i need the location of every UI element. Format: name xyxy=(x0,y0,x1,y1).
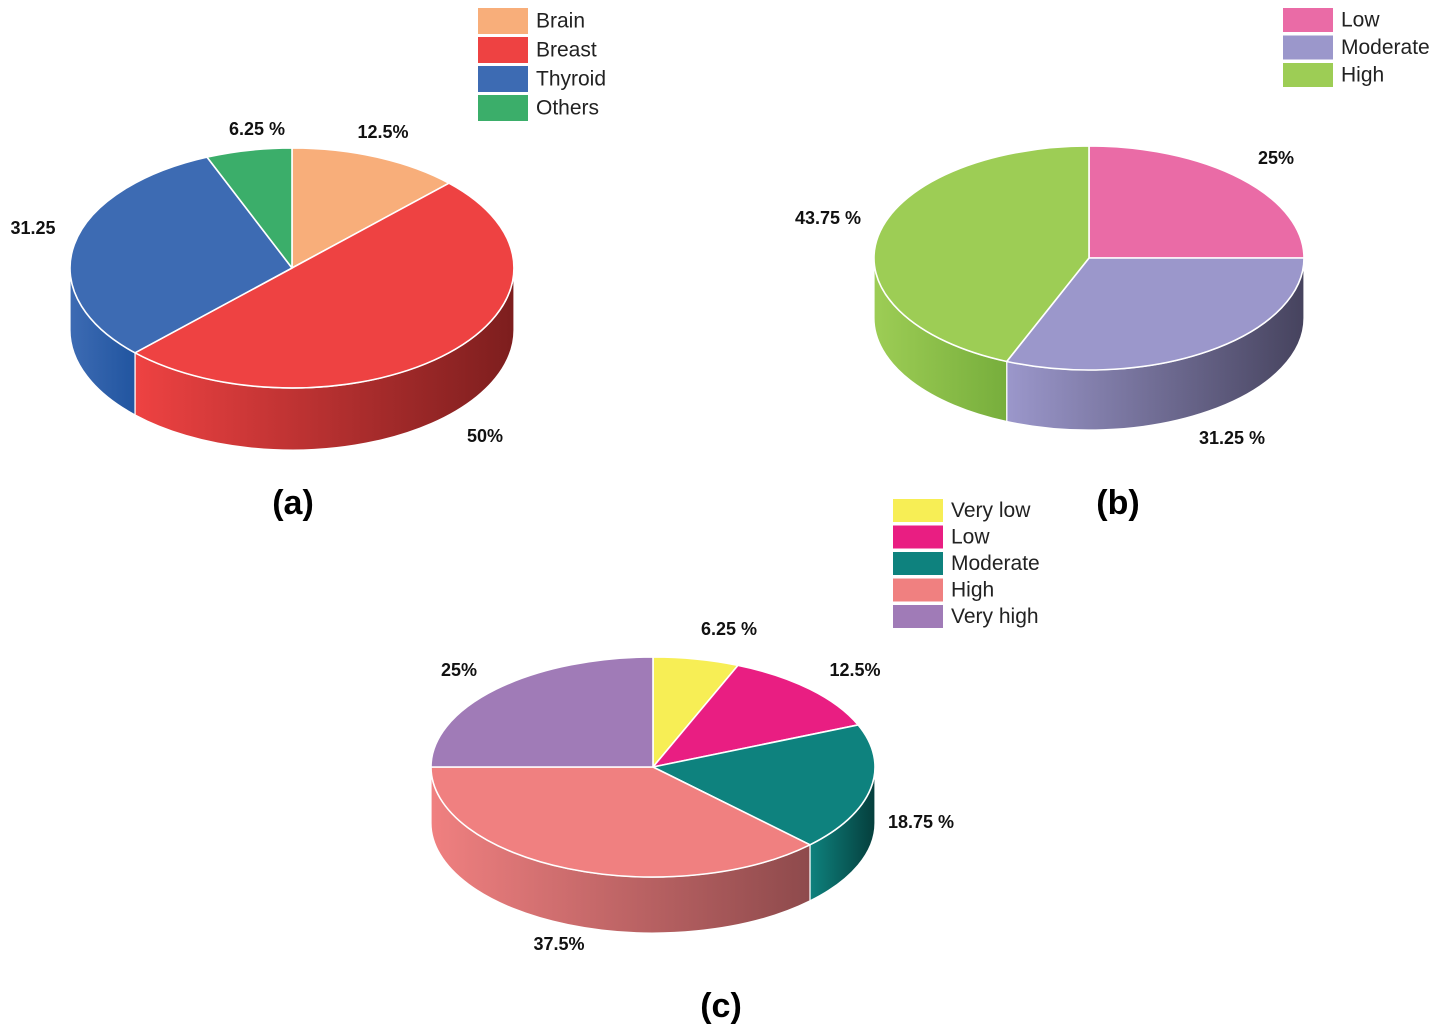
legend-swatch-low xyxy=(893,525,943,549)
pie-top xyxy=(873,145,1305,371)
legend-label-moderate: Moderate xyxy=(951,552,1040,575)
panel-label: (a) xyxy=(272,484,314,522)
value-label-high: 37.5% xyxy=(533,934,584,954)
legend-swatch-high xyxy=(1283,63,1333,87)
slice-thyroid xyxy=(69,156,293,354)
slice-very-high xyxy=(430,656,654,768)
legend-swatch-very-high xyxy=(893,605,943,628)
panel-label: (b) xyxy=(1096,484,1139,522)
slice-others xyxy=(206,147,293,269)
chart-b: 25% 31.25 % 43.75 % Low Moderate High (b) xyxy=(795,8,1430,522)
panel-label: (c) xyxy=(700,987,742,1025)
legend: Brain Breast Thyroid Others xyxy=(478,8,606,121)
value-label-breast: 50% xyxy=(467,426,503,446)
legend-label-very-low: Very low xyxy=(951,499,1031,522)
value-label-moderate: 18.75 % xyxy=(888,812,954,832)
legend-label-low: Low xyxy=(1341,9,1380,32)
value-labels: 12.5% 50% 31.25 6.25 % xyxy=(10,119,503,446)
legend-label-others: Others xyxy=(536,97,599,120)
legend: Low Moderate High xyxy=(1283,8,1430,87)
slice-high xyxy=(430,766,811,878)
chart-a: 12.5% 50% 31.25 6.25 % Brain Breast Thyroid Oth… xyxy=(10,8,606,522)
value-label-very-high: 25% xyxy=(441,660,477,680)
value-label-brain: 12.5% xyxy=(357,122,408,142)
slice-low xyxy=(1088,145,1305,259)
slice-moderate xyxy=(652,724,876,846)
legend-swatch-high xyxy=(893,578,943,602)
slice-high xyxy=(873,145,1090,363)
legend-label-thyroid: Thyroid xyxy=(536,68,606,91)
legend-swatch-very-low xyxy=(893,499,943,522)
pie-top xyxy=(430,656,876,878)
legend-label-very-high: Very high xyxy=(951,605,1039,628)
slice-low xyxy=(652,664,859,768)
pie-top xyxy=(69,147,515,389)
value-label-high: 43.75 % xyxy=(795,208,861,228)
legend-label-high: High xyxy=(1341,64,1384,87)
legend-label-breast: Breast xyxy=(536,39,597,62)
value-labels: 25% 31.25 % 43.75 % xyxy=(795,148,1294,448)
value-label-others: 6.25 % xyxy=(229,119,285,139)
legend-swatch-moderate xyxy=(1283,35,1333,60)
value-label-moderate: 31.25 % xyxy=(1199,428,1265,448)
legend-swatch-thyroid xyxy=(478,66,528,92)
legend-swatch-breast xyxy=(478,37,528,63)
legend-swatch-low xyxy=(1283,8,1333,32)
legend: Very low Low Moderate High Very high xyxy=(893,499,1040,628)
legend-swatch-brain xyxy=(478,8,528,34)
chart-c: 6.25 % 12.5% 18.75 % 37.5% 25% Very low Low Mod… xyxy=(430,499,1040,1025)
legend-swatch-moderate xyxy=(893,552,943,575)
legend-swatch-others xyxy=(478,95,528,121)
value-label-very-low: 6.25 % xyxy=(701,619,757,639)
legend-label-low: Low xyxy=(951,526,990,549)
slice-brain xyxy=(291,147,450,269)
value-label-low: 25% xyxy=(1258,148,1294,168)
legend-label-moderate: Moderate xyxy=(1341,36,1430,59)
value-label-low: 12.5% xyxy=(829,660,880,680)
legend-label-high: High xyxy=(951,579,994,602)
value-label-thyroid: 31.25 xyxy=(10,218,55,238)
legend-label-brain: Brain xyxy=(536,10,585,33)
value-labels: 6.25 % 12.5% 18.75 % 37.5% 25% xyxy=(441,619,954,954)
slice-moderate xyxy=(1005,257,1305,371)
slice-breast xyxy=(134,182,515,389)
